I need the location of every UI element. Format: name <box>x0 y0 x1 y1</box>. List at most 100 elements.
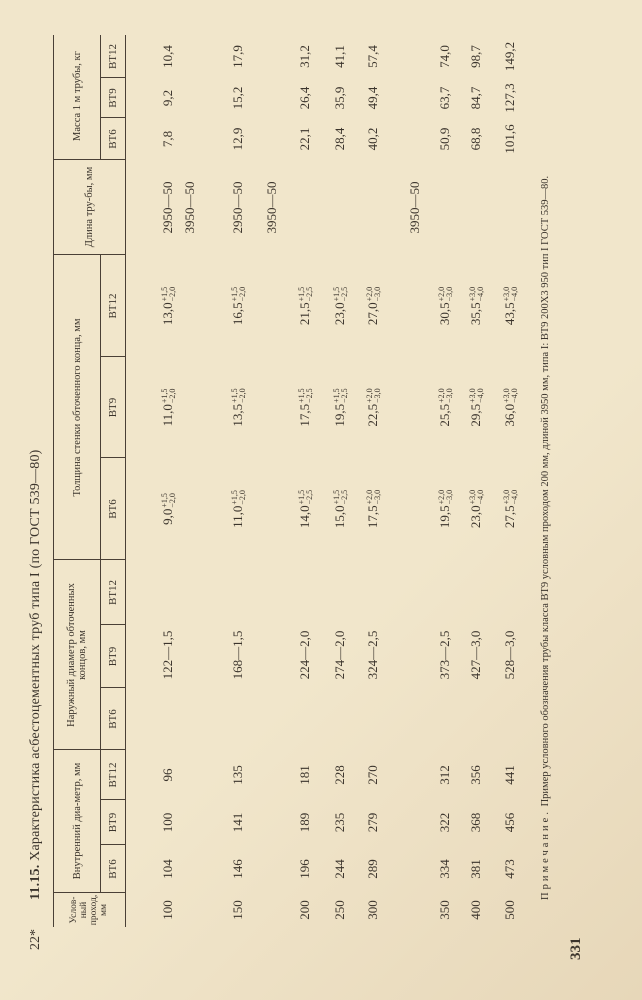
wall-thickness-cell: 19,5 +1,5 −2,5 <box>331 357 349 458</box>
tolerance-minus: −3,0 <box>445 388 455 403</box>
mass-cell: 101,6 <box>502 124 517 154</box>
mass-cell: 22,1 <box>297 127 312 151</box>
mass-cell: 31,2 <box>297 45 312 68</box>
wall-thickness-cell: 25,5 +2,0 −3,0 <box>436 357 454 458</box>
table-row: 150 146 141 135 168—1,5 11,0 +1,5 −2,0 13,5 +1,5−… <box>229 0 247 1000</box>
mass-cell: 127,3 <box>502 83 517 113</box>
header-class-вт6: ВТ6 <box>106 709 119 729</box>
thickness-value: 14,0 <box>297 505 312 529</box>
note-label: Примечание. <box>540 809 551 900</box>
thickness-value: 17,5 <box>365 505 380 529</box>
mass-cell: 84,7 <box>468 86 483 110</box>
header-nominal-bore: Услов-ный проход, мм <box>69 894 109 926</box>
mass-cell: 12,9 <box>230 127 245 151</box>
wall-thickness-cell: 35,5 +3,0 −4,0 <box>467 255 485 357</box>
thickness-value: 11,0 <box>230 505 245 528</box>
nominal-bore-cell: 250 <box>332 900 347 920</box>
mass-cell: 74,0 <box>437 45 452 68</box>
tolerance-minus: −4,0 <box>476 489 486 505</box>
thickness-value: 19,5 <box>437 505 452 529</box>
thickness-tolerance: +1,5 −2,5 <box>332 489 350 505</box>
tolerance-minus: −3,0 <box>445 286 455 302</box>
thickness-tolerance: +2,0 −3,0 <box>437 388 455 403</box>
inner-diameter-cell: 141 <box>230 812 245 833</box>
header-class-вт6: ВТ6 <box>106 859 119 879</box>
table-row: 400 381 368 356 427—3,0 23,0 +3,0 −4,0 29,5 +3,0−… <box>467 0 485 1000</box>
inner-diameter-cell: 96 <box>160 768 175 782</box>
tolerance-minus: −2,5 <box>340 489 350 505</box>
mass-cell: 41,1 <box>332 45 347 68</box>
tolerance-minus: −4,0 <box>510 286 520 302</box>
thickness-value: 29,5 <box>468 403 483 427</box>
header-length: Длина тру-бы, мм <box>83 166 95 248</box>
header-mass: Масса 1 м трубы, кг <box>71 51 83 141</box>
wall-thickness-cell: 29,5 +3,0 −4,0 <box>467 357 485 458</box>
wall-thickness-cell: 14,0 +1,5 −2,5 <box>296 458 314 560</box>
tolerance-minus: −3,0 <box>373 489 383 505</box>
table-row: 350 334 322 312 373—2,5 19,5 +2,0 −3,0 25,5 +2,0−… <box>436 0 454 1000</box>
outer-diameter-cell: 168—1,5 <box>230 630 245 680</box>
header-class-вт9: ВТ9 <box>106 88 119 108</box>
tolerance-minus: −4,0 <box>510 489 520 505</box>
thickness-tolerance: +2,0 −3,0 <box>437 286 455 302</box>
mass-cell: 28,4 <box>332 127 347 151</box>
header-class-вт9: ВТ9 <box>106 812 119 833</box>
thickness-tolerance: +1,5 −2,0 <box>160 286 178 302</box>
wall-thickness-cell: 43,5 +3,0 −4,0 <box>501 255 519 357</box>
outer-diameter-cell: 224—2,0 <box>297 630 312 680</box>
thickness-tolerance: +1,5 −2,0 <box>230 388 247 403</box>
header-class-вт12: ВТ12 <box>106 44 119 69</box>
mass-cell: 7,8 <box>160 130 175 148</box>
thickness-tolerance: +2,0 −3,0 <box>437 490 454 505</box>
thickness-tolerance: +1,5 −2,0 <box>230 286 248 302</box>
thickness-value: 19,5 <box>332 403 347 427</box>
tolerance-minus: −2,5 <box>305 489 315 505</box>
wall-thickness-cell: 16,5 +1,5 −2,0 <box>229 255 247 357</box>
mass-cell: 10,4 <box>160 45 175 68</box>
tolerance-minus: −2,0 <box>238 490 248 505</box>
thickness-tolerance: +3,0 −4,0 <box>468 388 486 403</box>
wall-thickness-cell: 27,5 +3,0 −4,0 <box>501 458 519 560</box>
inner-diameter-cell: 334 <box>437 859 452 879</box>
tolerance-minus: −4,0 <box>510 388 520 403</box>
tolerance-minus: −2,0 <box>168 286 178 302</box>
header-class-вт6: ВТ6 <box>106 499 119 519</box>
thickness-tolerance: +3,0 −4,0 <box>468 489 486 505</box>
outer-diameter-cell: 274—2,0 <box>332 630 347 680</box>
nominal-bore-cell: 300 <box>365 900 380 920</box>
wall-thickness-cell: 36,0 +3,0 −4,0 <box>501 357 519 458</box>
inner-diameter-cell: 322 <box>437 812 452 833</box>
inner-diameter-cell: 235 <box>332 812 347 833</box>
length-cell: 3950—50 <box>407 181 422 234</box>
nominal-bore-cell: 350 <box>437 900 452 920</box>
tolerance-minus: −2,5 <box>340 286 350 302</box>
thickness-tolerance: +3,0 −4,0 <box>468 287 485 302</box>
tolerance-minus: −2,5 <box>340 388 350 403</box>
thickness-value: 36,0 <box>502 403 517 427</box>
inner-diameter-cell: 270 <box>365 765 380 785</box>
header-bottom-rule <box>125 35 126 927</box>
inner-diameter-cell: 228 <box>332 765 347 785</box>
nominal-bore-cell: 100 <box>160 900 175 920</box>
mass-cell: 57,4 <box>365 45 380 68</box>
inner-diameter-cell: 244 <box>332 859 347 879</box>
tolerance-minus: −4,0 <box>476 388 486 403</box>
tolerance-minus: −2,0 <box>238 286 248 302</box>
thickness-value: 27,0 <box>365 302 380 326</box>
thickness-tolerance: +2,0 −3,0 <box>365 286 383 302</box>
mass-cell: 68,8 <box>468 127 483 151</box>
header-class-вт9: ВТ9 <box>106 646 119 667</box>
nominal-bore-cell: 500 <box>502 900 517 920</box>
nominal-bore-cell: 150 <box>230 900 245 920</box>
thickness-value: 35,5 <box>468 302 483 326</box>
inner-diameter-cell: 146 <box>230 859 245 879</box>
tolerance-minus: −3,0 <box>373 286 383 302</box>
table-title: 11.15. Характеристика асбестоцементных т… <box>28 449 44 900</box>
inner-diameter-cell: 181 <box>297 765 312 785</box>
thickness-tolerance: +3,0 −4,0 <box>502 388 520 403</box>
thickness-value: 13,5 <box>230 403 245 427</box>
thickness-value: 23,0 <box>332 302 347 326</box>
wall-thickness-cell: 23,0 +3,0 −4,0 <box>467 458 485 560</box>
